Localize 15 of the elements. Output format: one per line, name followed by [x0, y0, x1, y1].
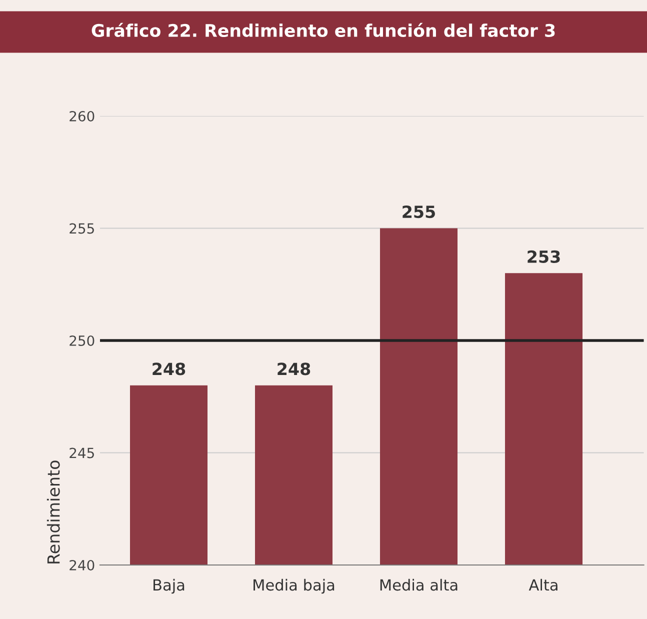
- x-tick-label: Baja: [154, 578, 184, 594]
- data-label: 248: [152, 362, 186, 376]
- x-tick-label: Media alta: [380, 578, 458, 591]
- data-label: 255: [402, 205, 435, 218]
- y-tick-label: 260: [70, 110, 94, 122]
- y-tick-label: 250: [70, 335, 94, 346]
- y-axis-title: Rendimiento: [46, 460, 60, 564]
- y-tick-label: 255: [70, 223, 94, 234]
- x-tick-label: Media baja: [254, 578, 334, 594]
- chart-title: Gráfico 22. Rendimiento en función del factor 3: [92, 22, 555, 38]
- x-tick-label: Alta: [528, 578, 558, 591]
- y-tick-label: 245: [70, 448, 94, 458]
- y-tick-label: 240: [70, 560, 94, 570]
- data-label: 253: [528, 250, 560, 263]
- data-label: 248: [278, 362, 310, 376]
